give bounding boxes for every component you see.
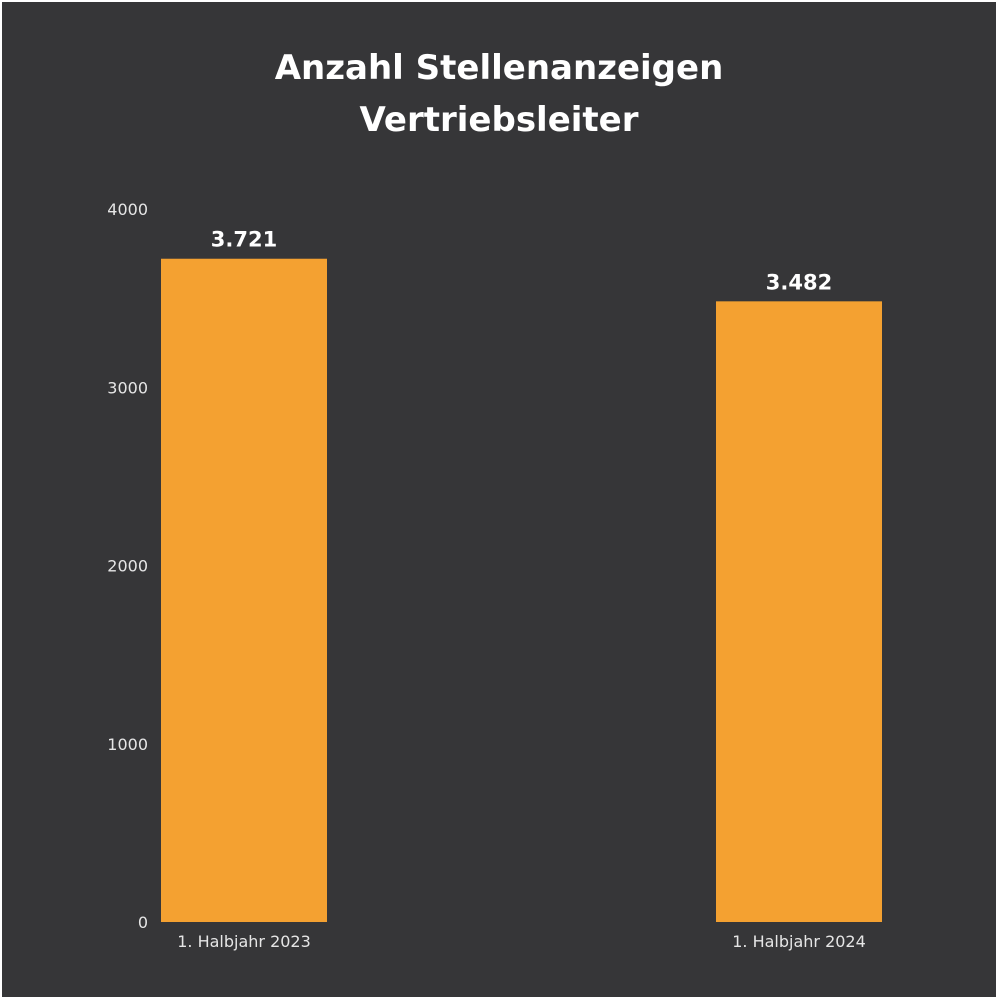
bar-value-label: 3.482 [766, 270, 832, 294]
bars-group: 3.721 3.482 [161, 228, 882, 922]
x-category-label: 1. Halbjahr 2024 [732, 932, 866, 951]
chart-title: Anzahl Stellenanzeigen Vertriebsleiter [2, 42, 996, 146]
y-tick-label: 3000 [107, 378, 148, 397]
bar-value-label: 3.721 [211, 228, 277, 252]
chart-title-line-2: Vertriebsleiter [359, 100, 639, 140]
y-tick-label: 1000 [107, 735, 148, 754]
x-axis: 1. Halbjahr 2023 1. Halbjahr 2024 [177, 932, 866, 951]
y-tick-label: 0 [138, 913, 148, 932]
y-axis: 0 1000 2000 3000 4000 [107, 200, 148, 932]
x-category-label: 1. Halbjahr 2023 [177, 932, 311, 951]
bar [716, 301, 882, 922]
bar [161, 258, 327, 922]
y-tick-label: 4000 [107, 200, 148, 219]
y-tick-label: 2000 [107, 557, 148, 576]
chart-title-line-1: Anzahl Stellenanzeigen [274, 48, 724, 88]
